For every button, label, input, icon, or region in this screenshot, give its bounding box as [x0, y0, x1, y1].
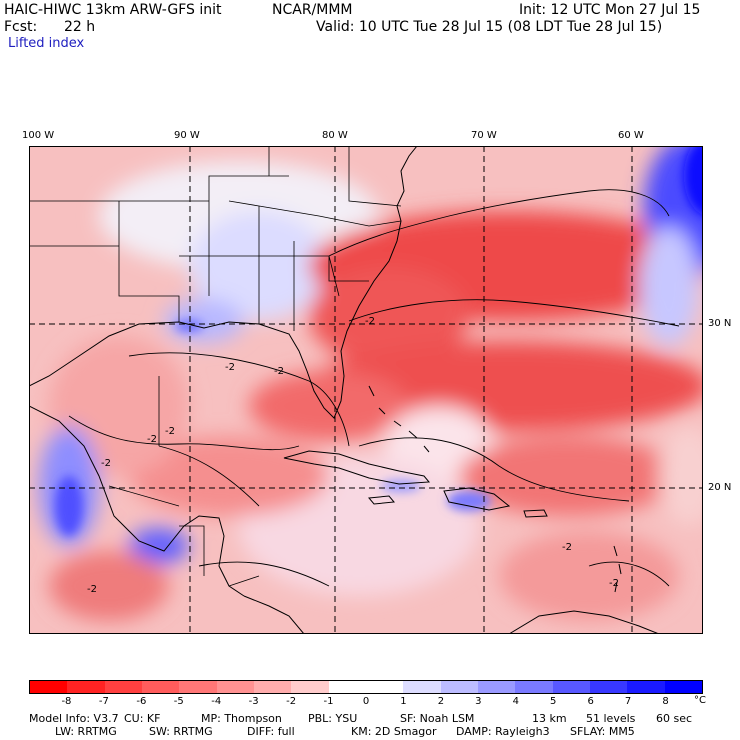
model-info-item: MP: Thompson — [201, 712, 282, 725]
model-info-item: CU: KF — [124, 712, 161, 725]
colorbar-tick-label: 1 — [400, 696, 407, 707]
fcst-label: Fcst: — [4, 19, 38, 35]
contours — [68, 189, 680, 587]
colorbar-swatch — [589, 681, 628, 693]
model-info-item: SW: RRTMG — [149, 725, 213, 738]
colorbar-swatch — [104, 681, 142, 693]
contour-label: -2 — [365, 316, 375, 327]
lon-label: 60 W — [618, 130, 644, 141]
model-info-item: 51 levels — [586, 712, 636, 725]
colorbar-swatch — [440, 681, 478, 693]
lon-label: 70 W — [471, 130, 497, 141]
colorbar-swatch — [403, 681, 441, 693]
colorbar-swatch — [365, 681, 404, 693]
colorbar-swatch — [477, 681, 516, 693]
fcst-value: 22 h — [64, 19, 96, 35]
colorbar-tick-label: -7 — [98, 696, 109, 707]
model-info-item: KM: 2D Smagor — [351, 725, 437, 738]
colorbar-tick-label: -4 — [211, 696, 222, 707]
contour-label: -2 — [225, 362, 235, 373]
model-info-item: 13 km — [532, 712, 567, 725]
valid-time: Valid: 10 UTC Tue 28 Jul 15 (08 LDT Tue … — [316, 19, 663, 35]
map-frame — [29, 146, 703, 634]
model-title: HAIC-HIWC 13km ARW-GFS init — [4, 2, 222, 18]
model-info-item: DAMP: Rayleigh3 — [456, 725, 550, 738]
model-info-item: Model Info: V3.7 — [29, 712, 119, 725]
contour-label: -2 — [147, 434, 157, 445]
colorbar-tick-label: -3 — [248, 696, 259, 707]
contour-label: -2 — [562, 542, 572, 553]
colorbar-tick-label: 5 — [550, 696, 557, 707]
contour-label: -2 — [87, 584, 97, 595]
model-info-item: SF: Noah LSM — [400, 712, 475, 725]
shading-layer — [39, 146, 703, 621]
contour-label: -2 — [165, 426, 175, 437]
contour-label-group: -2 -2 -2 -2 -2 -2 -2 -2 -2 — [87, 316, 619, 595]
model-info-item: LW: RRTMG — [55, 725, 117, 738]
model-info-item: SFLAY: MM5 — [570, 725, 635, 738]
colorbar-swatch — [216, 681, 254, 693]
colorbar-swatch — [664, 681, 702, 693]
colorbar-swatch — [67, 681, 105, 693]
colorbar-tick-label: 2 — [437, 696, 445, 707]
model-info-item: 60 sec — [656, 712, 693, 725]
contour-label: -2 — [101, 458, 111, 469]
colorbar-swatch — [328, 681, 366, 693]
colorbar-swatch — [291, 681, 329, 693]
lifted-index-map: -2 -2 -2 -2 -2 -2 -2 -2 -2 — [29, 146, 703, 634]
colorbar-swatch — [30, 681, 68, 693]
colorbar-swatch — [179, 681, 217, 693]
colorbar-tick-label: 4 — [512, 696, 519, 707]
colorbar-swatch — [515, 681, 553, 693]
model-info-item: PBL: YSU — [308, 712, 358, 725]
init-time: Init: 12 UTC Mon 27 Jul 15 — [519, 2, 701, 18]
lon-label: 100 W — [22, 130, 55, 141]
org-label: NCAR/MMM — [272, 2, 353, 18]
colorbar-swatch — [627, 681, 665, 693]
coastlines — [29, 146, 660, 634]
colorbar-tick-label: 3 — [475, 696, 482, 707]
colorbar-tick-label: -5 — [173, 696, 184, 707]
colorbar-tick-label: -2 — [286, 696, 297, 707]
contour-label: -2 — [274, 366, 284, 377]
colorbar-swatch — [141, 681, 180, 693]
state-borders — [29, 146, 402, 587]
lon-label: 80 W — [322, 130, 348, 141]
lat-label: 20 N — [708, 482, 732, 493]
colorbar-tick-label: -8 — [61, 696, 72, 707]
colorbar-swatch — [253, 681, 292, 693]
colorbar-tick-label: 0 — [362, 696, 370, 707]
colorbar — [29, 680, 703, 694]
colorbar-swatch — [552, 681, 590, 693]
colorbar-unit: °C — [694, 695, 706, 706]
field-name: Lifted index — [8, 36, 85, 51]
colorbar-ticks: -8 -7 -6 -5 -4 -3 -2 -1 0 1 2 3 4 5 6 7 8 — [29, 696, 703, 708]
colorbar-tick-label: 6 — [587, 696, 594, 707]
colorbar-tick-label: 7 — [624, 696, 632, 707]
detail-shading — [55, 146, 703, 536]
lat-label: 30 N — [708, 318, 732, 329]
colorbar-tick-label: -1 — [323, 696, 334, 707]
lon-label: 90 W — [174, 130, 200, 141]
colorbar-tick-label: 8 — [662, 696, 669, 707]
model-info-item: DIFF: full — [247, 725, 295, 738]
model-info-line1: Model Info: V3.7 CU: KF MP: Thompson PBL… — [29, 712, 692, 725]
contour-label: -2 — [609, 578, 619, 589]
colorbar-tick-label: -6 — [136, 696, 147, 707]
